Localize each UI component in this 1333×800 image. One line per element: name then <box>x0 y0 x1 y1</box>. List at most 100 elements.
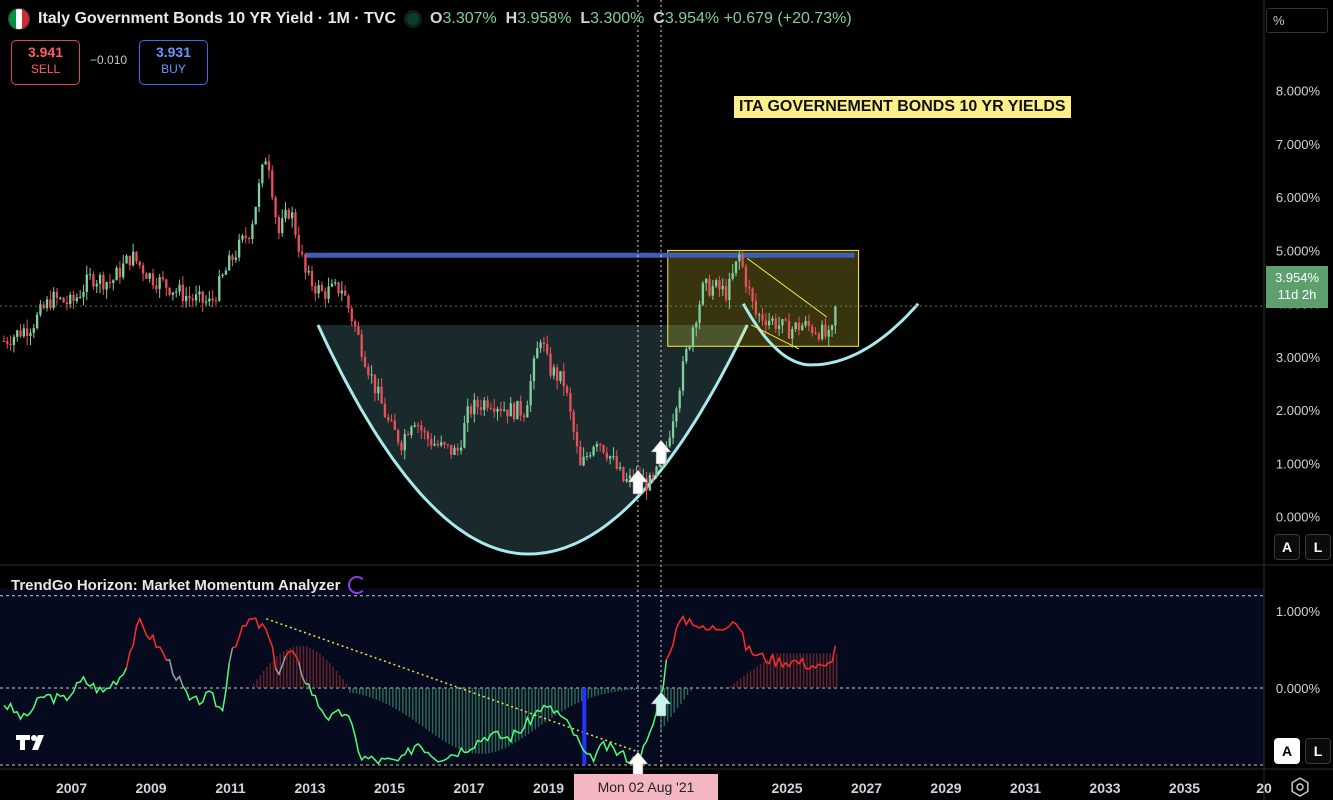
candle <box>711 280 714 300</box>
candle-body <box>102 274 105 290</box>
indicator-log-scale-button[interactable]: L <box>1305 738 1331 764</box>
candle <box>214 296 218 306</box>
candle-body <box>430 439 433 446</box>
wedge-lower-line[interactable] <box>751 324 800 350</box>
candle <box>784 317 787 322</box>
buy-arrow-icon[interactable] <box>650 439 672 465</box>
candle-body <box>592 446 595 456</box>
candle-body <box>317 285 320 294</box>
candle-body <box>469 406 473 415</box>
candle <box>141 262 145 282</box>
candle-body <box>171 292 175 295</box>
candle-body <box>585 456 589 458</box>
candle <box>764 313 767 335</box>
flag-white-stripe <box>15 9 23 29</box>
candle-body <box>645 478 648 491</box>
candle-body <box>287 209 290 219</box>
candle-body <box>516 400 519 420</box>
candle-body <box>721 286 724 290</box>
candle <box>791 326 794 348</box>
refresh-icon[interactable] <box>348 576 367 594</box>
candle-body <box>188 295 191 299</box>
candle-body <box>135 251 138 262</box>
candle-body <box>559 371 562 381</box>
candle <box>79 289 82 299</box>
candle <box>777 316 781 336</box>
candle <box>324 287 327 308</box>
candle <box>264 157 267 165</box>
chart-annotation-label[interactable]: ITA GOVERNEMENT BONDS 10 YR YIELDS <box>734 96 1071 118</box>
candle-body <box>387 417 390 421</box>
candle <box>194 285 198 306</box>
auto-scale-button[interactable]: A <box>1274 534 1300 560</box>
candle-body <box>373 374 377 394</box>
indicator-pane <box>0 595 1264 777</box>
candle-body <box>267 161 271 171</box>
candle <box>158 273 161 298</box>
oscillator-line <box>182 663 230 713</box>
candle <box>714 278 718 288</box>
candle <box>231 253 234 267</box>
candle-body <box>330 283 334 287</box>
candle-body <box>310 271 314 287</box>
log-scale-button[interactable]: L <box>1305 534 1331 560</box>
candle <box>592 445 595 457</box>
candle-body <box>128 255 132 266</box>
candle-body <box>532 358 536 382</box>
symbol-title[interactable]: Italy Government Bonds 10 YR Yield · 1M … <box>38 10 397 27</box>
candle-body <box>453 447 456 455</box>
candle-body <box>271 170 274 198</box>
candle <box>400 439 403 456</box>
candle-body <box>214 300 218 302</box>
candle-body <box>814 333 817 335</box>
buy-arrow-icon[interactable] <box>627 469 649 495</box>
candle <box>705 278 708 291</box>
candle <box>373 374 377 402</box>
candle <box>668 430 671 448</box>
candle <box>367 363 370 380</box>
time-tick-label: 2029 <box>930 780 961 796</box>
candle-body <box>234 257 237 260</box>
sell-button[interactable]: 3.941 SELL <box>11 40 80 85</box>
candle-body <box>350 308 353 322</box>
ohlc-readout: O 3.307% H 3.958% L 3.300% C 3.954% +0.679 (… <box>430 10 852 28</box>
range-box[interactable] <box>667 249 860 347</box>
candle <box>184 287 188 308</box>
resistance-line[interactable] <box>306 252 855 258</box>
candle <box>781 318 784 334</box>
candle-body <box>741 254 744 267</box>
high-value: 3.958% <box>517 10 572 27</box>
open-value: 3.307% <box>442 10 497 27</box>
oscillator-line <box>298 662 307 684</box>
candle-body <box>440 442 443 446</box>
candle-body <box>476 399 479 408</box>
candle-body <box>708 278 711 296</box>
candle-body <box>562 371 565 387</box>
candle <box>529 374 532 413</box>
candle-body <box>204 301 208 303</box>
candle-body <box>151 273 155 286</box>
candle <box>655 465 658 479</box>
candle-body <box>426 432 430 440</box>
wedge-trendline[interactable] <box>746 257 828 318</box>
candle <box>353 319 357 332</box>
candle <box>542 336 546 352</box>
settings-gear-icon[interactable] <box>1289 776 1311 798</box>
candle-body <box>711 286 714 296</box>
candle <box>569 387 572 420</box>
candle-body <box>221 274 224 277</box>
candle-body <box>125 255 128 264</box>
momentum-trendline[interactable] <box>266 618 637 752</box>
tradingview-logo-icon[interactable] <box>14 732 54 752</box>
indicator-title[interactable]: TrendGo Horizon: Market Momentum Analyze… <box>11 576 367 594</box>
buy-button[interactable]: 3.931 BUY <box>139 40 208 85</box>
candle-body <box>758 314 761 316</box>
candle <box>499 401 502 417</box>
candle <box>393 413 396 431</box>
scale-unit-selector[interactable]: % <box>1266 8 1328 33</box>
candle <box>257 178 261 213</box>
momentum-arrow-icon[interactable] <box>650 691 672 717</box>
change-value: +0.679 (+20.73%) <box>723 10 852 27</box>
indicator-auto-scale-button[interactable]: A <box>1274 738 1300 764</box>
